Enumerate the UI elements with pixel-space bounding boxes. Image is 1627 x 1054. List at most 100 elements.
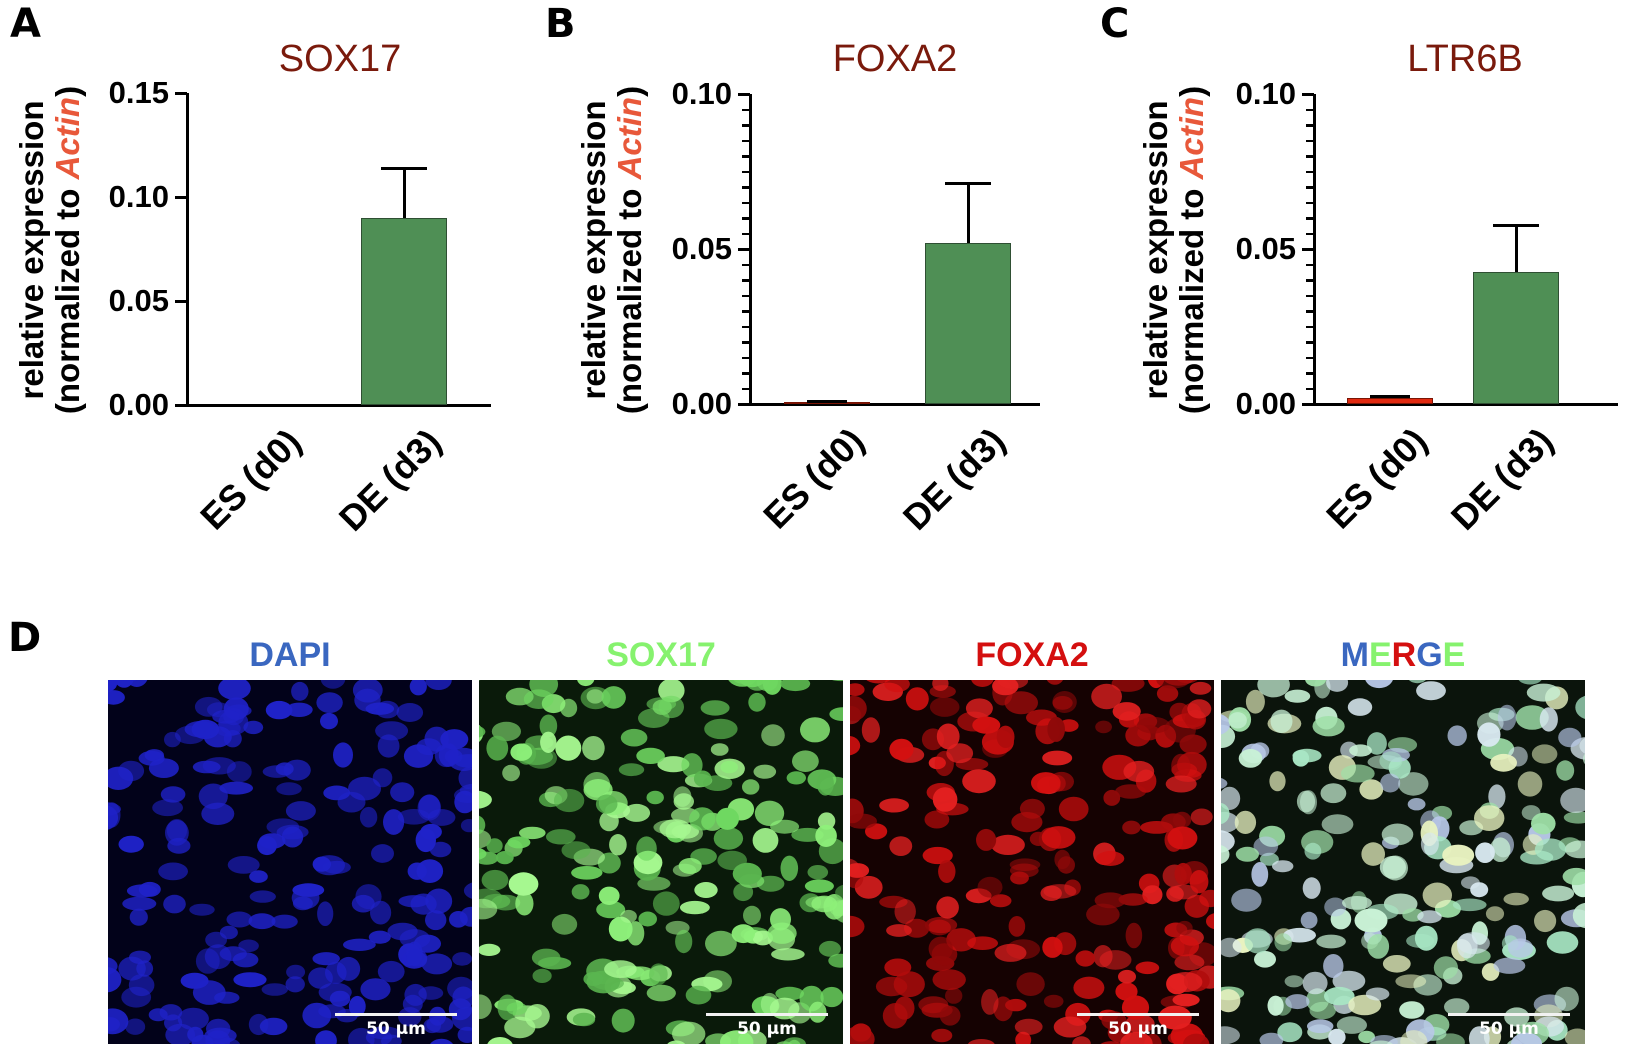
micrograph-sox17: 50 µm xyxy=(479,680,843,1044)
micrograph-merge: 50 µm xyxy=(1221,680,1585,1044)
y-minor-tick xyxy=(1306,294,1314,297)
x-tick-label: ES (d0) xyxy=(192,420,309,538)
y-minor-tick xyxy=(742,356,750,359)
scale-bar xyxy=(706,1013,828,1016)
y-major-tick xyxy=(175,195,187,199)
y-minor-tick xyxy=(1306,217,1314,220)
y-tick-label: 0.10 xyxy=(108,179,169,214)
y-minor-tick xyxy=(1306,387,1314,390)
channel-label-foxa2: FOXA2 xyxy=(975,636,1089,674)
y-major-tick xyxy=(738,402,750,406)
scale-bar xyxy=(335,1013,457,1016)
cell-nuclei-texture xyxy=(108,680,472,1044)
y-axis-label-b: relative expression (normalized to Actin… xyxy=(575,80,648,420)
y-tick-label: 0.15 xyxy=(108,75,169,110)
y-major-tick xyxy=(738,247,750,251)
y-axis-line xyxy=(1312,94,1316,406)
ylabel-prefix: (normalized to xyxy=(1173,179,1210,415)
y-minor-tick xyxy=(742,294,750,297)
scale-bar xyxy=(1448,1013,1570,1016)
y-minor-tick xyxy=(1306,108,1314,111)
y-minor-tick xyxy=(1306,372,1314,375)
y-minor-tick xyxy=(1306,170,1314,173)
y-minor-tick xyxy=(1306,310,1314,313)
y-minor-tick xyxy=(742,341,750,344)
ylabel-line1: relative expression xyxy=(13,100,50,400)
y-tick-label: 0.00 xyxy=(108,387,169,422)
x-axis-line xyxy=(1302,402,1618,406)
chart-title-ltr6b: LTR6B xyxy=(1407,38,1523,80)
x-axis-line xyxy=(175,403,491,407)
y-tick-label: 0.00 xyxy=(1235,386,1296,421)
y-minor-tick xyxy=(1306,139,1314,142)
y-major-tick xyxy=(175,403,187,407)
y-minor-tick xyxy=(1306,341,1314,344)
merge-letter-e2: E xyxy=(1442,636,1466,674)
y-minor-tick xyxy=(742,372,750,375)
error-bar-cap xyxy=(807,400,847,404)
error-bar-stem xyxy=(966,183,970,243)
y-tick-label: 0.10 xyxy=(671,76,732,111)
y-minor-tick xyxy=(742,325,750,328)
x-axis-line xyxy=(738,402,1040,406)
y-tick-label: 0.05 xyxy=(671,231,732,266)
y-minor-tick xyxy=(742,201,750,204)
chart-title-sox17: SOX17 xyxy=(278,38,402,80)
y-minor-tick xyxy=(742,139,750,142)
y-minor-tick xyxy=(1306,356,1314,359)
channel-label-sox17: SOX17 xyxy=(606,636,716,674)
ylabel-prefix: (normalized to xyxy=(611,179,648,415)
micrograph-foxa2: 50 µm xyxy=(850,680,1214,1044)
scale-bar-label: 50 µm xyxy=(366,1019,426,1039)
scale-bar xyxy=(1077,1013,1199,1016)
micrograph-dapi: 50 µm xyxy=(108,680,472,1044)
y-minor-tick xyxy=(742,108,750,111)
panel-letter-a: A xyxy=(10,1,41,47)
scale-bar-label: 50 µm xyxy=(1479,1019,1539,1039)
error-bar-stem xyxy=(1514,225,1518,273)
y-minor-tick xyxy=(1306,263,1314,266)
y-minor-tick xyxy=(1306,325,1314,328)
x-tick-label: DE (d3) xyxy=(1442,419,1561,538)
y-minor-tick xyxy=(742,155,750,158)
y-minor-tick xyxy=(742,186,750,189)
y-minor-tick xyxy=(742,279,750,282)
y-tick-label: 0.05 xyxy=(108,283,169,318)
x-tick-label: ES (d0) xyxy=(1318,419,1435,537)
y-minor-tick xyxy=(742,232,750,235)
cell-nuclei-texture xyxy=(850,680,1214,1044)
ylabel-line1: relative expression xyxy=(575,100,612,400)
channel-label-merge: MERGE xyxy=(1221,638,1585,672)
chart-title-foxa2: FOXA2 xyxy=(832,38,958,80)
merge-letter-g: G xyxy=(1416,636,1443,674)
bar-de-d3 xyxy=(925,242,1011,404)
y-tick-label: 0.05 xyxy=(1235,231,1296,266)
y-axis-line xyxy=(185,93,189,407)
y-minor-tick xyxy=(742,387,750,390)
panel-letter-d: D xyxy=(8,615,42,661)
y-axis-line xyxy=(748,94,752,406)
cell-nuclei-texture xyxy=(479,680,843,1044)
cell-nuclei-texture xyxy=(1221,680,1585,1044)
error-bar-cap xyxy=(1370,394,1410,398)
ylabel-suffix: ) xyxy=(1173,85,1210,97)
scale-bar-label: 50 µm xyxy=(737,1019,797,1039)
x-tick-label: DE (d3) xyxy=(894,419,1013,538)
y-axis-label-a: relative expression (normalized to Actin… xyxy=(13,80,86,420)
error-bar-stem xyxy=(402,168,406,218)
ylabel-line2: (normalized to Actin) xyxy=(1173,80,1210,420)
channel-label-dapi: DAPI xyxy=(249,636,331,674)
y-major-tick xyxy=(1302,247,1314,251)
y-major-tick xyxy=(1302,402,1314,406)
y-minor-tick xyxy=(1306,232,1314,235)
y-minor-tick xyxy=(1306,279,1314,282)
ylabel-gene: Actin xyxy=(611,96,648,180)
y-tick-label: 0.00 xyxy=(671,386,732,421)
y-minor-tick xyxy=(1306,186,1314,189)
error-bar-cap xyxy=(381,167,427,171)
y-minor-tick xyxy=(1306,155,1314,158)
bar-de-d3 xyxy=(1473,272,1559,404)
bar-de-d3 xyxy=(361,217,447,405)
ylabel-line1: relative expression xyxy=(1137,100,1174,400)
error-bar-cap xyxy=(1493,224,1539,228)
